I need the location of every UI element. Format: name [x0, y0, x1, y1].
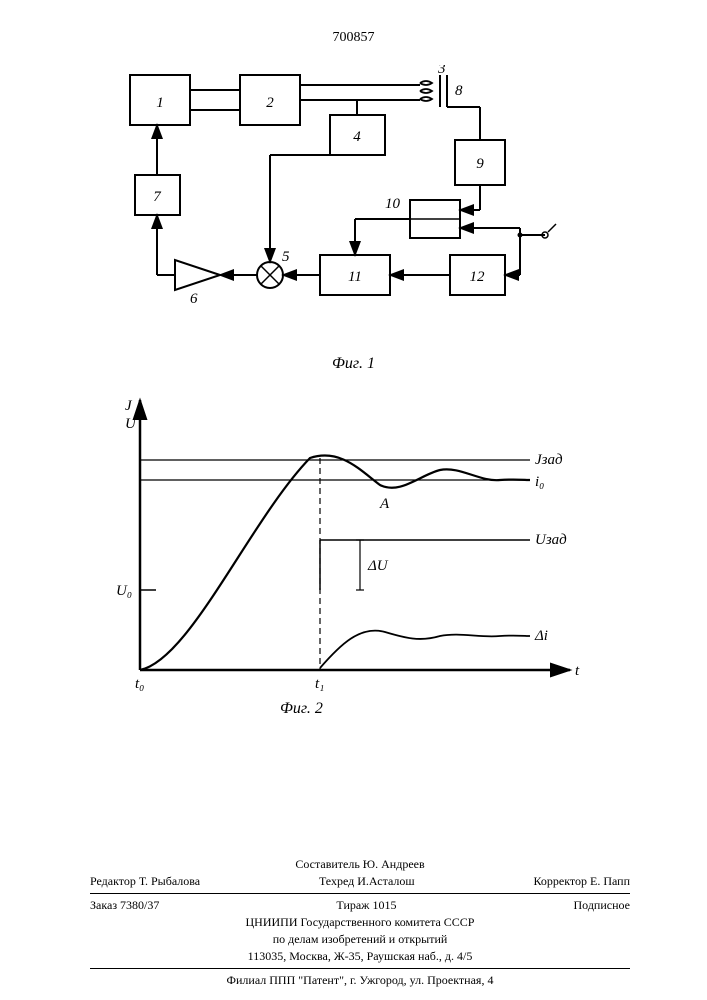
label-delta-U: ΔU — [367, 558, 389, 574]
amplifier-6 — [175, 260, 220, 290]
block-1-label: 1 — [156, 95, 164, 111]
block-12-label: 12 — [470, 269, 486, 285]
label-Uzad: Uзад — [535, 532, 567, 548]
y-axis-label-U: U — [125, 416, 137, 432]
x-tick-t0: t₀ — [135, 676, 144, 692]
curve-delta-i — [320, 631, 530, 668]
block-4-label: 4 — [353, 129, 361, 145]
block-7-label: 7 — [153, 189, 162, 205]
coil-label-8: 8 — [455, 83, 463, 99]
figure-2-caption: Фиг. 2 — [280, 700, 480, 718]
patent-number: 700857 — [0, 30, 707, 46]
block-9-label: 9 — [476, 156, 484, 172]
footer-org2: по делам изобретений и открытий — [90, 932, 630, 947]
label-i0: i₀ — [535, 474, 544, 490]
footer-org1: ЦНИИПИ Государственного комитета СССР — [90, 915, 630, 930]
label-A: A — [379, 496, 390, 512]
x-axis-label: t — [575, 663, 580, 679]
footer-techred: Техред И.Асталош — [319, 874, 415, 889]
footer-subscription: Подписное — [574, 898, 631, 913]
x-tick-t1: t₁ — [315, 676, 324, 692]
label-U0: U₀ — [116, 583, 132, 599]
amplifier-6-label: 6 — [190, 291, 198, 307]
coil-3-8: 3 8 — [420, 65, 463, 107]
y-axis-label-J: J — [125, 398, 133, 414]
block-11-label: 11 — [348, 269, 362, 285]
figure-1: 1 2 4 7 9 10 11 12 6 — [120, 65, 570, 345]
summing-node-5-label: 5 — [282, 249, 290, 265]
label-delta-i: Δi — [534, 628, 548, 644]
footer-circulation: Тираж 1015 — [336, 898, 396, 913]
footer-address: 113035, Москва, Ж-35, Раушская наб., д. … — [90, 949, 630, 964]
curve-main — [140, 455, 530, 670]
block-10-label: 10 — [385, 196, 401, 212]
block-2-label: 2 — [266, 95, 274, 111]
figure-2: J U Jзад i₀ Uзад Δi U₀ A — [100, 390, 600, 700]
footer-corrector: Корректор Е. Папп — [534, 874, 631, 889]
footer-compiler: Составитель Ю. Андреев — [90, 857, 630, 872]
footer-block: Составитель Ю. Андреев Редактор Т. Рыбал… — [90, 855, 630, 990]
coil-label-3: 3 — [437, 65, 446, 77]
label-Jzad: Jзад — [535, 452, 563, 468]
figure-1-caption: Фиг. 1 — [0, 355, 707, 373]
page: 700857 1 2 4 7 9 — [0, 0, 707, 1000]
footer-order: Заказ 7380/37 — [90, 898, 159, 913]
footer-branch: Филиал ППП "Патент", г. Ужгород, ул. Про… — [90, 973, 630, 988]
footer-editor: Редактор Т. Рыбалова — [90, 874, 200, 889]
